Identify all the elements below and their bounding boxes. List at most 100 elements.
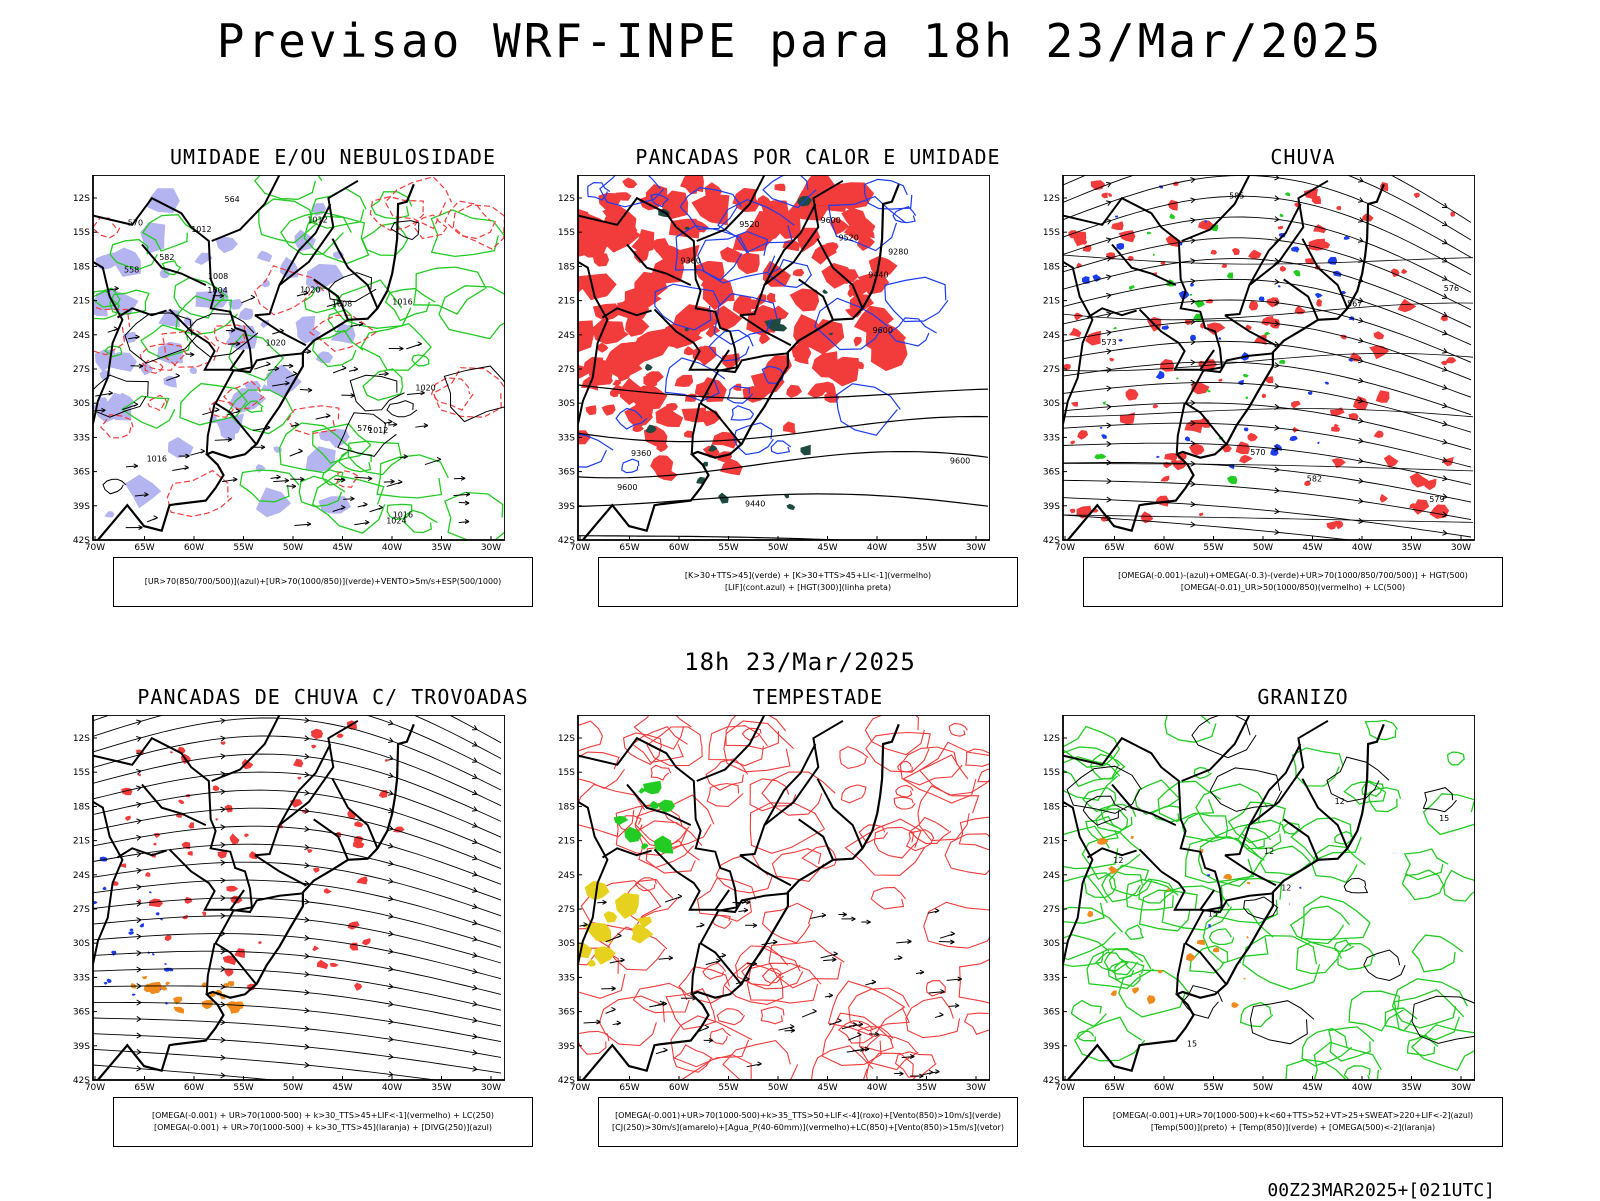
lon-tick-label: 30W [1451,1083,1471,1093]
contour-label: 582 [1307,475,1322,484]
streamline-arrow [305,1081,310,1086]
contour-label: 573 [1101,338,1116,347]
contour-label: 576 [1444,284,1459,293]
lon-tick-label: 50W [283,543,303,553]
lon-tick-label: 70W [1055,1083,1075,1093]
lat-tick-label: 36S [1043,1008,1060,1018]
map-chuva: 58558257957657357056712S15S18S21S24S27S3… [1035,175,1475,565]
contour-label: 564 [225,195,240,204]
lon-tick-label: 50W [283,1083,303,1093]
lat-tick-label: 18S [558,262,575,272]
contour-label: 1004 [207,286,227,295]
contour-label: 1008 [332,300,352,309]
lat-tick-label: 30S [73,399,90,409]
contour-label: 9520 [739,220,759,229]
panel-title: PANCADAS POR CALOR E UMIDADE [578,145,1058,169]
lon-tick-label: 65W [619,1083,639,1093]
map-blob [682,407,707,422]
lat-tick-label: 33S [558,973,575,983]
contour-label: 582 [159,253,174,262]
lon-tick-label: 30W [966,543,986,553]
lat-tick-label: 15S [558,228,575,238]
panel-legend: [K>30+TTS>45](verde) + [K>30+TTS>45+LI<-… [598,557,1018,607]
legend-line: [OMEGA(-0.001)+UR>70(1000-500)+k<60+TTS>… [1084,1110,1502,1122]
lat-tick-label: 18S [73,262,90,272]
legend-line: [OMEGA(-0.001) + UR>70(1000-500) + k>30_… [114,1110,532,1122]
lon-tick-label: 45W [332,1083,352,1093]
contour-label: 12 [1335,797,1345,806]
lon-tick-label: 40W [867,543,887,553]
map-pancadas-calor: 9600960096009600952095209440944093609360… [550,175,990,565]
contour-label: 558 [124,266,139,275]
lon-tick-label: 60W [184,543,204,553]
lat-tick-label: 12S [73,734,90,744]
panel-legend: [OMEGA(-0.001)+UR>70(1000-500)+k>35_TTS>… [598,1097,1018,1147]
panel-title: TEMPESTADE [578,685,1058,709]
lat-tick-label: 33S [1043,973,1060,983]
lat-tick-label: 15S [73,228,90,238]
contour-label: 12 [1113,856,1123,865]
lon-tick-label: 70W [570,543,590,553]
lat-tick-label: 24S [1043,871,1060,881]
contour-label: 1016 [392,298,412,307]
map-umidade: 1008101210121016100410121008101610201020… [65,175,505,565]
contour-label: 570 [128,219,143,228]
streamline-arrow [1442,549,1447,554]
legend-line: [Temp(500)](preto) + [Temp(850)](verde) … [1084,1122,1502,1134]
contour-label: 12 [1281,884,1291,893]
lon-tick-label: 35W [916,1083,936,1093]
lat-tick-label: 33S [1043,433,1060,443]
lat-tick-label: 21S [73,297,90,307]
lat-tick-label: 18S [1043,802,1060,812]
contour-label: 9600 [873,326,893,335]
contour-label: 576 [357,424,372,433]
lat-tick-label: 39S [1043,502,1060,512]
lon-tick-label: 70W [85,1083,105,1093]
lon-tick-label: 30W [966,1083,986,1093]
mid-time-label: 18h 23/Mar/2025 [0,648,1600,676]
lat-tick-label: 30S [558,939,575,949]
lat-tick-label: 36S [558,1008,575,1018]
lat-tick-label: 39S [73,1042,90,1052]
lon-tick-label: 50W [1253,1083,1273,1093]
contour-label: 9280 [888,248,908,257]
lon-tick-label: 55W [233,1083,253,1093]
lon-tick-label: 30W [481,543,501,553]
legend-line: [CJ(250)>30m/s](amarelo)+[Agua_P(40-60mm… [599,1122,1017,1134]
streamline-arrow [472,1082,477,1087]
lon-tick-label: 70W [570,1083,590,1093]
contour-label: 9360 [631,449,651,458]
panel-legend: [OMEGA(-0.001)+UR>70(1000-500)+k<60+TTS>… [1083,1097,1503,1147]
legend-line: [OMEGA(-0.001) + UR>70(1000-500) + k>30_… [114,1122,532,1134]
lat-tick-label: 12S [73,194,90,204]
lon-tick-label: 40W [382,543,402,553]
lon-tick-label: 70W [85,543,105,553]
lat-tick-label: 18S [1043,262,1060,272]
lon-tick-label: 40W [1352,1083,1372,1093]
footer-run-label: 00Z23MAR2025+[021UTC] [1267,1180,1495,1201]
lon-tick-label: 30W [481,1083,501,1093]
lat-tick-label: 39S [1043,1042,1060,1052]
lon-tick-label: 40W [382,1083,402,1093]
contour-label: 1016 [147,454,167,463]
lon-tick-label: 55W [718,1083,738,1093]
contour-label: 1012 [307,216,327,225]
lon-tick-label: 30W [1451,543,1471,553]
lat-tick-label: 21S [1043,837,1060,847]
lat-tick-label: 12S [558,734,575,744]
contour-label: 9600 [821,216,841,225]
lat-tick-label: 27S [1043,905,1060,915]
legend-line: [OMEGA(-0.01)_UR>50(1000/850)(vermelho) … [1084,582,1502,594]
panel-legend: [OMEGA(-0.001)-(azul)+OMEGA(-0.3)-(verde… [1083,557,1503,607]
lon-tick-label: 45W [1302,543,1322,553]
lon-tick-label: 35W [431,543,451,553]
lon-tick-label: 50W [768,543,788,553]
lon-tick-label: 65W [1104,543,1124,553]
lon-tick-label: 50W [1253,543,1273,553]
lon-tick-label: 60W [669,543,689,553]
